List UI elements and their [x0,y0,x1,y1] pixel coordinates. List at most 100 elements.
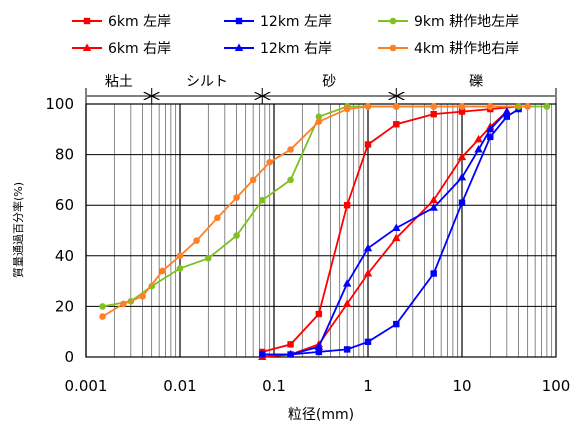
x-tick-label: 0.1 [262,377,286,395]
data-point [343,105,351,113]
data-point [120,300,127,308]
data-point [315,118,323,126]
data-point [486,103,494,110]
data-point [315,348,323,356]
series-group [99,103,551,360]
data-point [287,341,294,348]
data-point [392,223,401,231]
data-point [458,108,466,115]
data-point [342,279,352,287]
data-point [287,146,294,153]
grid [85,103,556,358]
data-point [193,237,200,244]
data-point [474,145,483,153]
data-point [315,113,323,120]
legend-label: 12km 左岸 [260,14,332,30]
data-point [430,103,438,110]
data-point [214,214,221,222]
data-point [249,176,257,184]
x-tick-label: 1 [363,377,373,395]
legend-swatch-marker [389,17,397,25]
legend-label: 4km 耕作地右岸 [414,40,519,57]
soil-class-label: 粘土 [105,74,133,90]
data-point [159,267,166,275]
y-tick-label: 20 [55,297,74,315]
data-point [343,346,351,353]
legend-item: 6km 左岸 [72,14,171,30]
data-point [429,195,438,204]
legend-item: 9km 耕作地左岸 [378,13,519,30]
data-point [363,269,373,277]
data-point [233,232,240,239]
data-point [343,202,351,209]
data-point [139,292,146,300]
plot-border [85,103,557,358]
legend-label: 12km 右岸 [260,41,332,57]
tick-labels: 0.001 0.01 0.1 1 10 100 0 20 40 60 80 100 [45,95,570,395]
data-point [486,124,495,133]
data-point [393,121,400,128]
data-point [487,133,494,141]
data-point [99,313,106,320]
data-point [392,233,401,242]
data-point [364,338,372,346]
soil-class-band: 粘土 シルト 砂 礫 [85,74,557,104]
legend-item: 12km 右岸 [224,41,332,57]
data-point [457,152,467,161]
y-axis-label: 質量通過百分率(%) [11,182,25,278]
x-tick-label: 100 [542,377,571,395]
data-point [543,103,551,110]
data-point [457,172,467,181]
data-point [315,310,323,318]
series-line [262,105,519,353]
data-point [266,158,273,166]
data-point [364,141,372,148]
legend-item: 6km 右岸 [72,41,171,57]
legend-swatch-marker [235,17,243,25]
legend-label: 9km 耕作地左岸 [414,13,519,30]
data-point [458,199,466,206]
soil-class-label: 砂 [322,74,336,90]
legend-label: 6km 左岸 [108,14,171,30]
legend-label: 6km 右岸 [108,41,171,57]
data-point [392,103,400,110]
legend-swatch-marker [389,44,397,52]
data-point [258,196,266,204]
series-line [102,105,528,318]
legend-swatch-marker [83,17,91,25]
plot-frame [85,103,557,358]
data-point [364,103,372,110]
y-tick-label: 0 [64,348,74,366]
y-tick-label: 100 [45,95,74,113]
x-tick-label: 0.001 [65,377,108,395]
series-5 [99,103,532,320]
data-point [176,265,184,272]
data-point [474,134,483,143]
x-axis-label: 粒径(mm) [288,407,354,423]
data-point [258,349,267,358]
legend: 6km 左岸 12km 左岸 9km 耕作地左岸 6km 右岸 12km 右岸 4km 耕… [72,13,519,57]
data-point [393,320,400,328]
data-point [287,176,294,184]
data-point [363,243,373,252]
data-point [429,203,438,211]
y-tick-label: 80 [55,146,74,164]
x-tick-label: 10 [452,377,471,395]
data-point [503,113,511,120]
data-point [204,255,212,262]
legend-swatch-marker [234,43,244,51]
series-4 [258,107,512,358]
data-point [502,107,512,115]
data-point [430,110,437,118]
data-point [286,349,295,358]
x-tick-label: 0.01 [163,377,196,395]
data-point [233,194,240,201]
data-point [314,342,324,350]
data-point [458,103,466,110]
data-point [176,252,184,260]
data-point [99,303,106,310]
legend-swatch-marker [82,43,92,51]
soil-class-label: シルト [186,74,228,90]
y-tick-label: 40 [55,247,74,265]
